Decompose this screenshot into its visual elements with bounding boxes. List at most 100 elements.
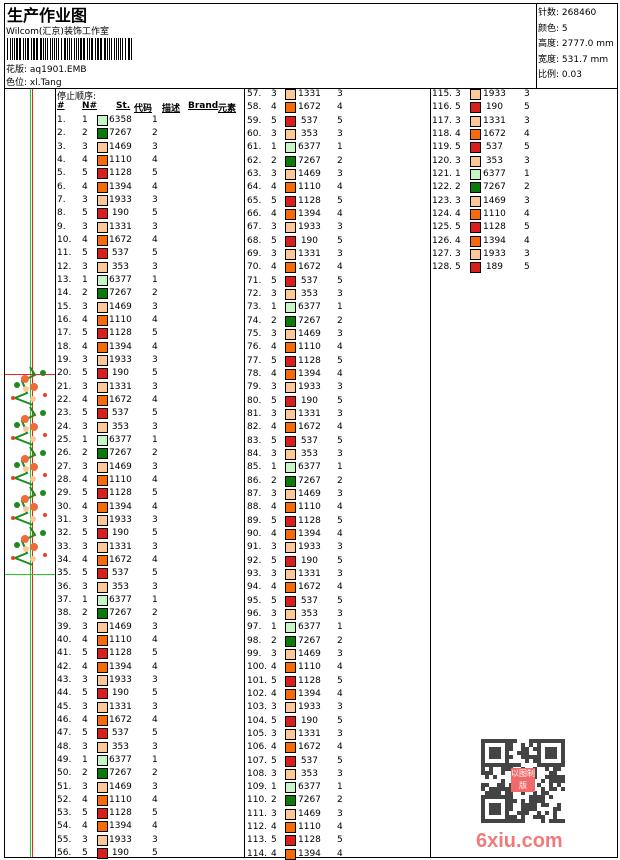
needle-number: 5 [82,248,88,259]
code: 4 [337,102,343,113]
needle-number: 5 [271,115,277,126]
qr-module [541,779,545,783]
code: 2 [152,448,158,459]
code: 5 [152,648,158,659]
code: 5 [152,848,158,859]
col-brand: Brand [188,101,219,111]
code: 4 [337,742,343,753]
code: 3 [524,248,530,259]
needle-number: 3 [271,408,277,419]
table-row: 4. 4 1110 4 [0,154,620,167]
row-index: 55. [57,834,72,845]
table-row: 93. 3 1331 3 [0,568,620,581]
needle-number: 3 [271,168,277,179]
header-divider [4,88,618,89]
stat-value: 531.7 mm [561,54,609,65]
qr-module [493,775,497,779]
row-index: 58. [247,102,262,113]
needle-number: 3 [82,781,88,792]
table-row: 27. 3 1469 3 [0,461,620,474]
qr-module [497,807,501,811]
color-swatch [285,702,296,714]
color-swatch [97,714,108,726]
qr-module [557,803,561,807]
table-row: 98. 2 7267 2 [0,635,620,648]
qr-module [533,791,537,795]
code: 3 [152,741,158,752]
stitch-color-code: 1128 [298,675,321,686]
qr-module [481,751,485,755]
qr-module [549,787,553,791]
qr-module [489,819,493,823]
qr-module [485,763,489,767]
stitch-color-code: 190 [111,208,129,219]
row-index: 25. [57,434,72,445]
row-index: 123. [432,195,453,206]
table-row: 127. 3 1933 3 [0,248,620,261]
code: 3 [152,381,158,392]
barcode-bar [95,38,96,60]
code: 5 [152,168,158,179]
qr-module [525,751,529,755]
needle-number: 1 [82,115,88,125]
code: 3 [152,834,158,845]
stitch-color-code: 353 [111,261,129,272]
code: 3 [337,248,343,259]
color-swatch [97,368,108,380]
qr-module [521,811,525,815]
row-index: 4. [57,154,66,165]
color-swatch [470,262,481,274]
row-index: 87. [247,488,262,499]
flower-motif [21,375,29,383]
code: 3 [337,808,343,819]
stitch-color-code: 1331 [298,728,321,739]
code: 3 [337,702,343,713]
qr-module [521,815,525,819]
row-index: 100. [247,662,268,673]
needle-number: 5 [82,368,88,379]
color-swatch [97,181,108,193]
row-index: 128. [432,262,453,273]
qr-module [533,767,537,771]
row-index: 61. [247,142,262,153]
barcode-bar [56,38,57,60]
table-row: 65. 5 1128 5 [0,195,620,208]
qr-module [489,739,493,743]
color-swatch [285,128,296,140]
needle-number: 4 [455,235,461,246]
qr-module [557,779,561,783]
qr-module [497,787,501,791]
color-swatch [285,515,296,527]
color-swatch [285,768,296,780]
color-swatch [97,128,108,140]
color-swatch [285,782,296,794]
qr-module [561,763,565,767]
stitch-color-code: 1933 [298,382,321,393]
code: 5 [152,208,158,219]
color-swatch [97,794,108,806]
qr-module [537,739,541,743]
color-swatch [97,621,108,633]
stat-value: 2777.0 mm [561,39,614,49]
row-index: 17. [57,328,72,339]
color-swatch [97,115,108,126]
code: 3 [337,128,343,139]
row-index: 75. [247,328,262,339]
table-row: 10. 4 1672 4 [0,234,620,247]
qr-module [533,807,537,811]
needle-number: 5 [271,395,277,406]
table-row: 21. 3 1331 3 [0,381,620,394]
qr-module [505,795,509,799]
stitch-color-code: 537 [485,142,503,153]
code: 5 [337,195,343,206]
qr-module [505,755,509,759]
qr-module [513,799,517,803]
qr-module [541,795,545,799]
qr-module [541,739,545,743]
flower-motif [43,513,47,517]
qr-module [501,771,505,775]
stitch-color-code: 7267 [298,635,321,646]
color-swatch [97,648,108,660]
table-row: 84. 3 353 3 [0,448,620,461]
code: 5 [152,688,158,699]
